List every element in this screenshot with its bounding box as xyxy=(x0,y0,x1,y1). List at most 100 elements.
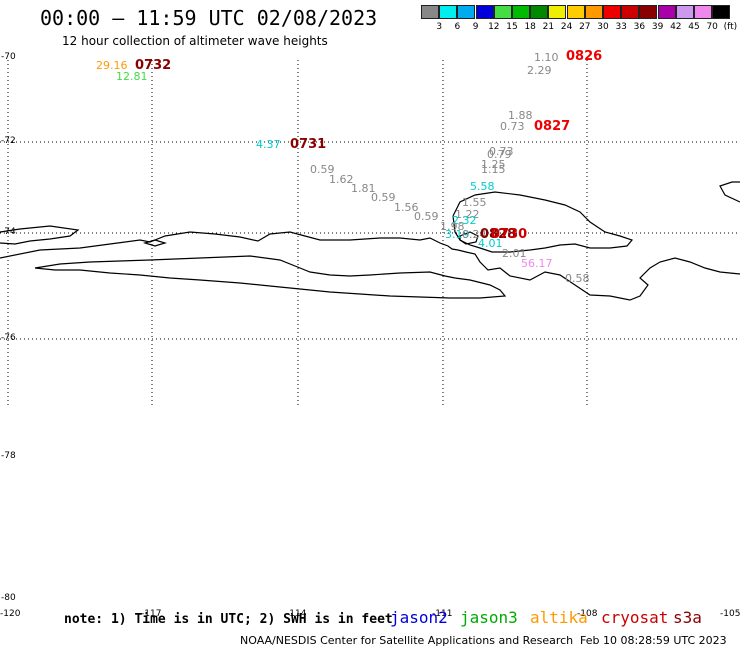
legend-label: 27 xyxy=(579,22,591,32)
pass-time-label: 0827 xyxy=(534,119,571,134)
legend-swatch xyxy=(603,5,621,19)
coast-west-land xyxy=(34,255,507,299)
wave-height-value: 3.19 xyxy=(445,228,470,241)
legend-swatch xyxy=(694,5,712,19)
generated-timestamp: Feb 10 08:28:59 UTC 2023 xyxy=(580,634,727,647)
lat-label: -70 xyxy=(1,52,16,62)
legend-swatch xyxy=(675,5,694,19)
legend-label: 30 xyxy=(597,22,609,32)
footer-note: note: 1) Time is in UTC; 2) SWH is in fe… xyxy=(64,612,393,627)
coast-sw-inlet xyxy=(142,239,168,247)
pass-time-label: 0828 xyxy=(480,227,517,242)
legend-swatch xyxy=(512,5,530,19)
wave-height-value: 1.15 xyxy=(481,163,506,176)
wave-height-value: 2.01 xyxy=(502,247,527,260)
lat-label: -78 xyxy=(1,451,16,461)
legend-label: 70 xyxy=(706,22,718,32)
legend-label: 15 xyxy=(506,22,518,32)
legend-swatch xyxy=(657,5,676,19)
legend-swatch xyxy=(566,5,585,19)
legend-satellite-cryosat: cryosat xyxy=(601,608,669,627)
wave-height-value: 4.37 xyxy=(256,138,281,151)
coast-main-west xyxy=(0,225,80,245)
coast-island-small xyxy=(459,231,479,245)
wave-height-value: 4.01 xyxy=(478,237,503,250)
legend-label: 45 xyxy=(688,22,700,32)
legend-swatch xyxy=(439,5,458,19)
wave-height-value: 1.55 xyxy=(462,196,487,209)
wave-height-value: 0.73 xyxy=(489,145,514,158)
legend-satellite-altika: altika xyxy=(530,608,588,627)
wave-height-value: 0.73 xyxy=(500,120,525,133)
legend-label: 33 xyxy=(615,22,627,32)
legend-label: 21 xyxy=(542,22,555,32)
lat-label: -80 xyxy=(1,593,16,603)
page-title: 00:00 – 11:59 UTC 02/08/2023 xyxy=(40,6,378,30)
page-subtitle: 12 hour collection of altimeter wave hei… xyxy=(62,34,328,48)
wave-height-value: 0.59 xyxy=(371,191,396,204)
legend-satellite-jason3: jason3 xyxy=(460,608,518,627)
legend-swatch xyxy=(621,5,640,19)
legend-swatch xyxy=(493,5,512,19)
legend-label: 36 xyxy=(633,22,646,32)
legend-swatch xyxy=(639,5,658,19)
credit-line: NOAA/NESDIS Center for Satellite Applica… xyxy=(240,634,574,647)
lat-label: -72 xyxy=(1,136,16,146)
legend-swatch xyxy=(457,5,476,19)
lon-label: -108 xyxy=(577,609,598,619)
coastline xyxy=(0,181,740,301)
wave-height-value: 2.29 xyxy=(527,64,552,77)
legend-label: (ft) xyxy=(723,22,738,32)
legend-swatch xyxy=(421,5,439,19)
legend-label: 9 xyxy=(472,22,479,32)
legend-swatch xyxy=(712,5,731,19)
wave-height-value: 1.98 xyxy=(440,220,465,233)
wave-height-value: 56.17 xyxy=(521,257,553,270)
legend-label: 18 xyxy=(524,22,536,32)
legend-label: 42 xyxy=(670,22,682,32)
legend-swatch xyxy=(475,5,494,19)
graticule xyxy=(0,60,740,405)
pass-time-label: 0731 xyxy=(290,137,327,152)
legend-label: 6 xyxy=(454,22,461,32)
lon-label: -120 xyxy=(0,609,21,619)
wave-height-value: 0.59 xyxy=(310,163,335,176)
pass-time-label: 0732 xyxy=(135,58,172,73)
wave-height-value: 1.56 xyxy=(394,201,419,214)
legend-swatch xyxy=(584,5,603,19)
legend-satellite-s3a: s3a xyxy=(673,608,702,627)
coast-ice-shelf xyxy=(0,231,740,301)
legend-label: 12 xyxy=(488,22,500,32)
lat-label: -74 xyxy=(1,227,16,237)
lon-label: -117 xyxy=(141,609,162,619)
wave-height-value: 0.79 xyxy=(487,148,512,161)
legend-swatch xyxy=(530,5,549,19)
pass-time-label: 0730 xyxy=(491,227,528,242)
wave-height-value: 1.25 xyxy=(481,158,506,171)
pass-time-label: 0826 xyxy=(566,49,603,64)
lon-label: -111 xyxy=(432,609,453,619)
coast-island-east xyxy=(452,191,634,253)
wave-height-value: 1.10 xyxy=(534,51,559,64)
legend-label: 39 xyxy=(651,22,664,32)
wave-height-value: 29.16 xyxy=(96,59,128,72)
wave-height-value: 0.24 xyxy=(462,228,487,241)
legend-satellite-jason2: jason2 xyxy=(390,608,448,627)
wave-height-value: 1.88 xyxy=(508,109,533,122)
wave-height-value: 12.81 xyxy=(116,70,148,83)
legend-label: 3 xyxy=(436,22,443,32)
legend-swatch xyxy=(548,5,567,19)
wave-height-value: 1.62 xyxy=(329,173,354,186)
legend-label: 24 xyxy=(560,22,573,32)
wave-height-value: 0.59 xyxy=(414,210,439,223)
wave-height-value: 5.58 xyxy=(470,180,495,193)
wave-height-value: 2.32 xyxy=(452,214,477,227)
lon-label: -114 xyxy=(286,609,307,619)
lat-label: -76 xyxy=(1,333,16,343)
wave-height-value: 1.81 xyxy=(351,182,376,195)
wave-height-value: 1.22 xyxy=(455,208,480,221)
lon-label: -105 xyxy=(720,609,740,619)
coast-east-right xyxy=(719,181,740,203)
wave-height-value: 0.58 xyxy=(565,272,590,285)
